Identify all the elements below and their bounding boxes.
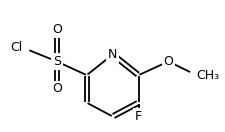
- Text: F: F: [134, 110, 142, 123]
- Text: O: O: [52, 82, 61, 95]
- Text: S: S: [53, 55, 61, 68]
- Text: O: O: [52, 23, 61, 36]
- Text: Cl: Cl: [11, 41, 23, 54]
- Text: N: N: [108, 48, 117, 61]
- Text: CH₃: CH₃: [196, 69, 218, 82]
- Text: O: O: [163, 55, 173, 68]
